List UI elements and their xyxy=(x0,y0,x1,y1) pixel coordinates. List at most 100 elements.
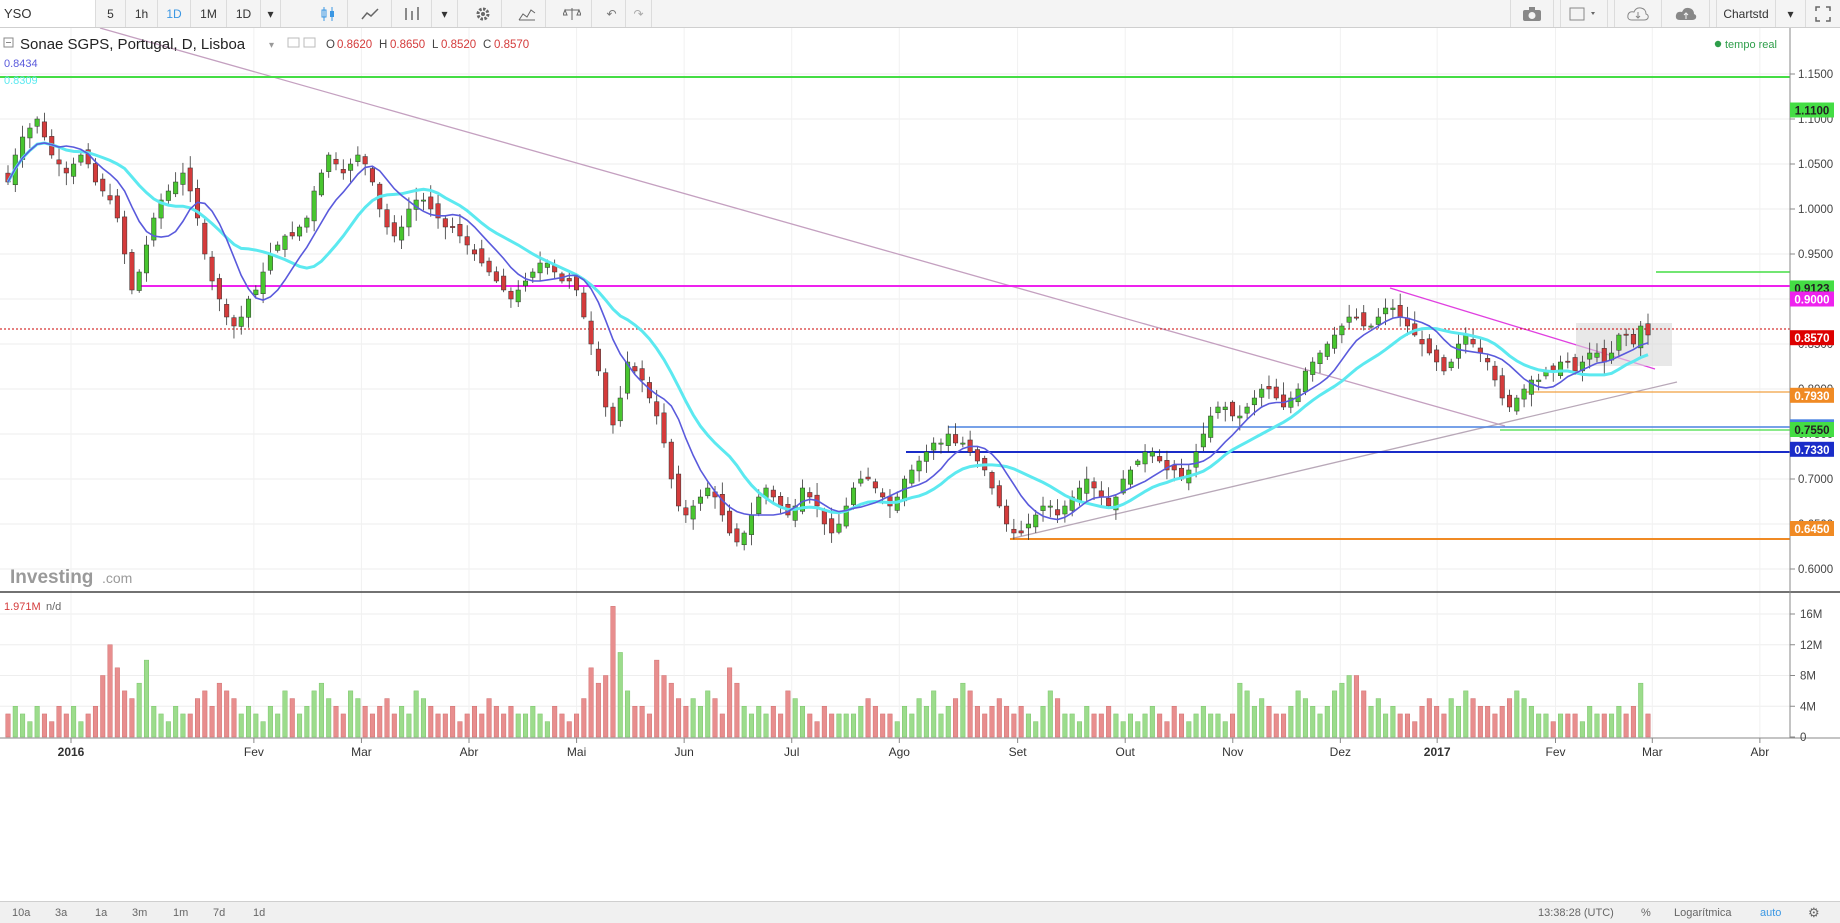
candle-body xyxy=(690,505,696,520)
interval-5[interactable]: 5 xyxy=(96,0,126,27)
volume-bar xyxy=(625,690,631,738)
candle-body xyxy=(1565,360,1571,363)
candle-body xyxy=(1485,358,1491,363)
candle-body xyxy=(369,168,375,183)
price-tick-label: 1.0000 xyxy=(1798,204,1833,216)
cloud-download-icon[interactable] xyxy=(1614,0,1662,27)
volume-bar xyxy=(289,698,295,738)
tools-dropdown-icon[interactable]: ▾ xyxy=(432,0,458,27)
volume-bar xyxy=(1025,713,1031,738)
layout-name-button[interactable]: Chartstd xyxy=(1716,0,1776,27)
range-1d[interactable]: 1d xyxy=(253,906,266,919)
candle-body xyxy=(574,276,580,291)
percent-toggle[interactable]: % xyxy=(1641,906,1651,919)
candle-body xyxy=(996,485,1002,507)
candle-body xyxy=(486,260,492,273)
candle-body xyxy=(1033,514,1039,528)
interval-1m[interactable]: 1M xyxy=(191,0,227,27)
time-axis[interactable]: 2016 Fev Mar Abr Mai Jun Jul Ago Set Out Nov Dez 201… xyxy=(58,738,1770,759)
candle-body xyxy=(1069,496,1075,511)
auto-toggle[interactable]: auto xyxy=(1760,906,1782,919)
volume-bar xyxy=(71,706,77,738)
interval-1d[interactable]: 1D xyxy=(158,0,191,27)
ohlc-low-value: 0.8520 xyxy=(441,39,476,51)
level-tag-label: 0.7930 xyxy=(1794,391,1829,403)
cloud-upload-icon[interactable] xyxy=(1662,0,1710,27)
volume-bar xyxy=(734,682,740,738)
candle-body xyxy=(617,397,623,422)
volume-bar xyxy=(1455,706,1461,738)
volume-bar xyxy=(931,690,937,738)
time-tick-label: Fev xyxy=(244,745,264,759)
candle-body xyxy=(1528,379,1534,395)
range-7d[interactable]: 7d xyxy=(213,906,226,919)
settings-icon[interactable]: ⚙ xyxy=(1808,904,1820,920)
volume-bar xyxy=(442,713,448,738)
range-10y[interactable]: 10a xyxy=(12,906,31,919)
candle-body xyxy=(1025,523,1031,529)
symbol-input[interactable]: YSO xyxy=(0,0,96,27)
interval-dropdown-icon[interactable]: ▾ xyxy=(261,0,281,27)
legend-title-arrow-icon[interactable]: ▾ xyxy=(269,40,274,51)
candle-body xyxy=(683,507,689,516)
indicators-icon[interactable] xyxy=(392,0,432,27)
price-axis[interactable]: 1.15001.10001.05001.00000.95000.90000.85… xyxy=(1790,69,1833,576)
candle-body xyxy=(1455,343,1461,359)
candle-body xyxy=(953,434,959,444)
candle-body xyxy=(391,222,397,237)
range-3y[interactable]: 3a xyxy=(55,906,68,919)
volume-bar xyxy=(1186,721,1192,738)
candle-body xyxy=(311,190,317,222)
layout-select-icon[interactable] xyxy=(1560,0,1608,27)
candle-body xyxy=(501,275,507,291)
volume-bar xyxy=(1302,698,1308,738)
volume-axis[interactable]: 16M 12M 8M 4M 0 xyxy=(1790,609,1822,744)
line-chart-icon[interactable] xyxy=(348,0,392,27)
settings-small-icon[interactable] xyxy=(303,37,316,48)
interval-custom[interactable]: 1D xyxy=(227,0,261,27)
volume-bar xyxy=(1215,713,1221,738)
uptrend-line xyxy=(1009,381,1678,540)
volume-bar xyxy=(865,698,871,738)
range-3m[interactable]: 3m xyxy=(132,906,148,919)
volume-bar xyxy=(1412,721,1418,738)
interval-1h[interactable]: 1h xyxy=(126,0,158,27)
volume-bar xyxy=(814,721,820,738)
candle-body xyxy=(1441,357,1447,372)
volume-bar xyxy=(260,721,266,738)
chart-area[interactable]: 1.15001.10001.05001.00000.95000.90000.85… xyxy=(0,27,1840,901)
range-1m[interactable]: 1m xyxy=(173,906,189,919)
layout-dropdown-icon[interactable]: ▾ xyxy=(1776,0,1806,27)
volume-bar xyxy=(1193,713,1199,738)
volume-bar xyxy=(887,713,893,738)
eye-icon[interactable] xyxy=(287,37,300,48)
price-chart[interactable]: 1.15001.10001.05001.00000.95000.90000.85… xyxy=(0,27,1840,901)
volume-bar xyxy=(523,713,529,738)
volume-bar xyxy=(960,682,966,738)
candle-body xyxy=(1004,505,1010,525)
candle-body xyxy=(1536,379,1542,382)
volume-tick-label: 8M xyxy=(1800,671,1816,683)
time-tick-label: Mar xyxy=(1642,745,1663,759)
volume-bar xyxy=(1127,713,1133,738)
log-toggle[interactable]: Logarítmica xyxy=(1674,906,1732,919)
level-tag-label: 1.1100 xyxy=(1795,106,1830,118)
range-1y[interactable]: 1a xyxy=(95,906,108,919)
ma-slow-line xyxy=(6,141,1649,515)
redo-icon[interactable]: ↷ xyxy=(626,0,652,27)
candle-body xyxy=(1514,397,1520,412)
candle-body xyxy=(1040,505,1046,511)
candle-body xyxy=(1120,478,1126,494)
undo-icon[interactable]: ↶ xyxy=(598,0,626,27)
legend: Sonae SGPS, Portugal, D, Lisboa ▾ O 0.86… xyxy=(3,36,1777,613)
compare-scale-icon[interactable] xyxy=(552,0,592,27)
fullscreen-icon[interactable] xyxy=(1806,0,1840,27)
studies-icon[interactable] xyxy=(508,0,546,27)
candle-body xyxy=(1091,481,1097,489)
candles-icon[interactable] xyxy=(308,0,348,27)
camera-icon[interactable] xyxy=(1510,0,1554,27)
candle-body xyxy=(78,154,84,163)
candle-body xyxy=(945,433,951,446)
collapse-icon[interactable] xyxy=(3,37,14,48)
gear-icon[interactable] xyxy=(464,0,502,27)
